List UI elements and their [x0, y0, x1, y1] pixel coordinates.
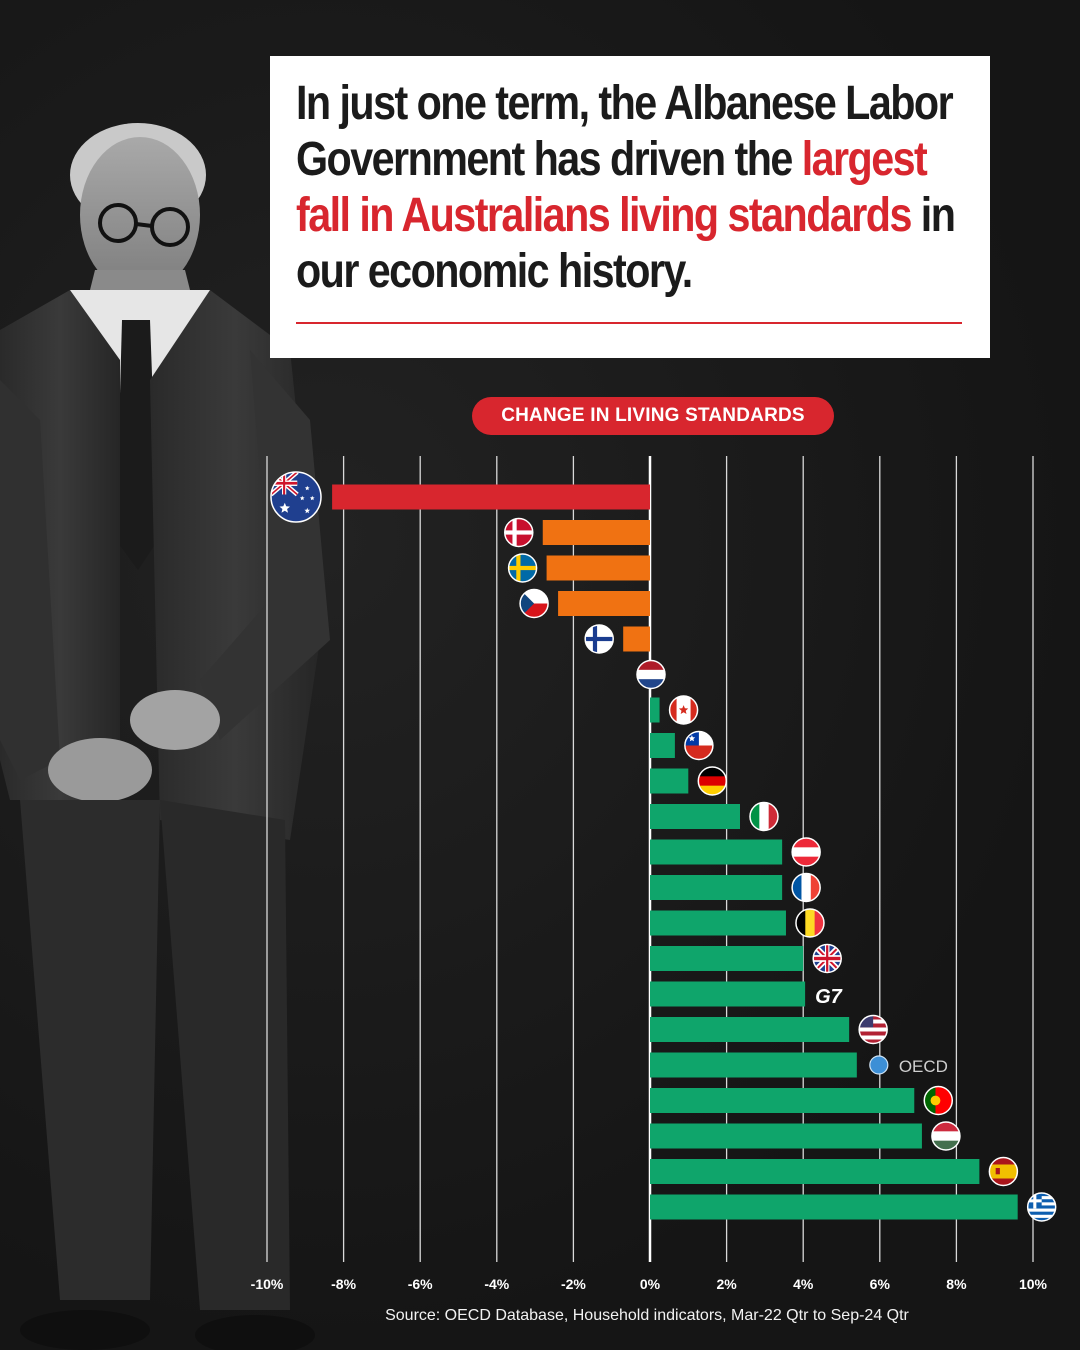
- bar: [650, 697, 660, 723]
- flag-outline: [923, 1085, 954, 1116]
- belgium-flag: [795, 909, 824, 937]
- bar: [332, 484, 650, 510]
- germany-flag: [698, 767, 727, 795]
- bar: [623, 626, 650, 652]
- flag-outline: [270, 471, 322, 523]
- flag-outline: [668, 695, 699, 725]
- headline: In just one term, the Albanese Labor Gov…: [296, 76, 967, 300]
- flag-outline: [931, 1121, 961, 1151]
- flag-outline: [636, 659, 666, 690]
- austria-flag: [792, 838, 821, 866]
- bar: [650, 804, 741, 829]
- oecd-globe-icon: [869, 1056, 888, 1074]
- x-tick-label: -10%: [251, 1276, 284, 1292]
- bar: [542, 520, 650, 545]
- chile-flag: [684, 731, 713, 760]
- sweden-flag: [508, 554, 537, 582]
- bar: [650, 768, 689, 794]
- uk-flag: [813, 944, 842, 973]
- bar: [650, 733, 675, 758]
- spain-flag: [989, 1157, 1018, 1186]
- flag-outline: [988, 1156, 1019, 1187]
- bar: [650, 1123, 922, 1149]
- flag-outline: [697, 766, 728, 796]
- flag-outline: [519, 588, 549, 619]
- flag-outline: [749, 801, 779, 832]
- bar: [650, 875, 783, 900]
- bar: [650, 981, 806, 1007]
- flag-outline: [504, 517, 534, 548]
- canada-flag: [669, 696, 698, 724]
- netherlands-flag: [637, 660, 665, 689]
- flag-outline: [684, 730, 714, 761]
- x-tick-label: 10%: [1019, 1276, 1048, 1292]
- australia-flag: [271, 472, 321, 522]
- headline-highlight2: standards: [727, 189, 913, 242]
- chart-title: CHANGE IN LIVING STANDARDS: [472, 397, 834, 435]
- portugal-flag: [924, 1086, 953, 1115]
- headline-card: In just one term, the Albanese Labor Gov…: [270, 56, 990, 358]
- bar: [650, 946, 804, 971]
- finland-flag: [585, 625, 614, 653]
- bar: [650, 910, 786, 936]
- source-note: Source: OECD Database, Household indicat…: [385, 1307, 909, 1324]
- oecd-label: OECD: [899, 1057, 948, 1076]
- flag-outline: [791, 837, 821, 867]
- x-tick-label: -2%: [561, 1276, 586, 1292]
- bar: [558, 591, 650, 616]
- x-tick-label: -4%: [484, 1276, 509, 1292]
- headline-part3: in our economic history.: [296, 189, 956, 298]
- flag-outline: [812, 943, 842, 974]
- flag-outline: [795, 908, 825, 938]
- headline-divider: [296, 322, 962, 324]
- politician-photo: [0, 123, 330, 1350]
- bar: [650, 839, 783, 865]
- headline-part1: In just one term, the Albanese Labor Gov…: [296, 77, 954, 186]
- france-flag: [792, 873, 821, 902]
- bar: [650, 1159, 980, 1184]
- bar: [650, 1194, 1018, 1220]
- flag-outline: [858, 1014, 888, 1045]
- flag-outline: [791, 872, 821, 903]
- flag-outline: [1026, 1192, 1057, 1222]
- hungary-flag: [931, 1122, 960, 1150]
- bar: [546, 555, 650, 581]
- usa-flag: [859, 1015, 888, 1044]
- bar: [650, 1088, 915, 1113]
- x-tick-label: -8%: [331, 1276, 356, 1292]
- denmark-flag: [504, 518, 533, 547]
- x-tick-label: 6%: [870, 1276, 891, 1292]
- flag-outline: [584, 624, 614, 654]
- x-tick-label: -6%: [408, 1276, 433, 1292]
- x-tick-label: 4%: [793, 1276, 814, 1292]
- headline-highlight1: largest fall in Australians living: [296, 133, 928, 242]
- flag-outline: [507, 553, 538, 583]
- italy-flag: [750, 802, 779, 831]
- x-tick-label: 0%: [640, 1276, 661, 1292]
- x-tick-label: 2%: [716, 1276, 737, 1292]
- czechia-flag: [520, 589, 549, 618]
- x-tick-label: 8%: [946, 1276, 967, 1292]
- bar: [650, 1017, 850, 1042]
- g7-label: G7: [815, 986, 843, 1008]
- bar: [650, 1052, 857, 1078]
